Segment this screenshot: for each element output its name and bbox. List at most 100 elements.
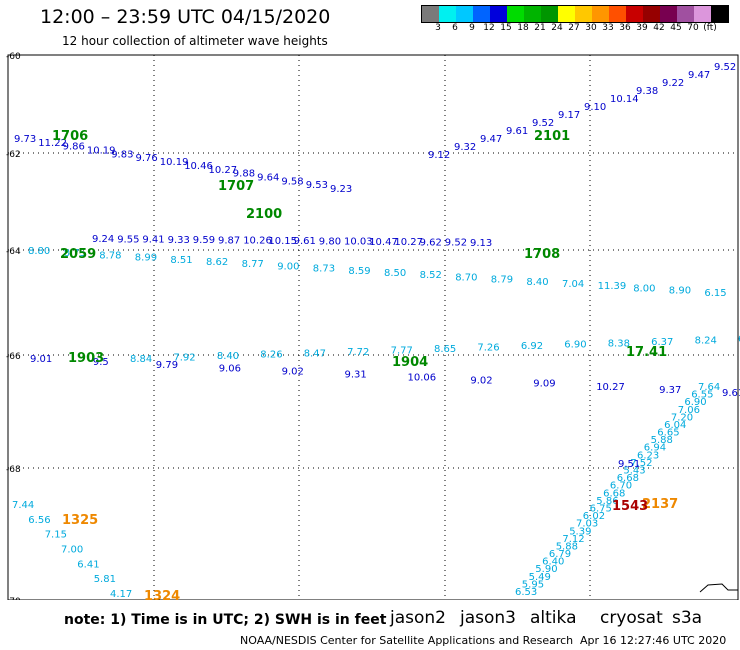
- color-swatch: [694, 6, 711, 22]
- wave-height-value: 9.59: [193, 235, 215, 246]
- wave-height-value: 9.33: [168, 235, 190, 246]
- color-scale-label: 15: [500, 23, 512, 33]
- wave-height-value: 10.47: [369, 237, 398, 248]
- wave-height-value: 9.02: [282, 366, 304, 377]
- wave-height-value: 9.02: [470, 376, 492, 387]
- coastline: [699, 583, 738, 593]
- wave-height-value: 9.88: [233, 169, 255, 180]
- wave-height-value: 6.41: [77, 559, 99, 570]
- color-scale-label: (ft): [703, 23, 717, 33]
- wave-height-value: 8.80: [28, 246, 50, 257]
- color-scale-bar: [421, 5, 729, 23]
- wave-height-value: 9.09: [533, 379, 555, 390]
- wave-height-value: 8.75: [64, 248, 86, 259]
- wave-height-value: 4.17: [110, 589, 132, 600]
- wave-height-value: 6.90: [564, 340, 586, 351]
- wave-height-value: 10.26: [243, 236, 272, 247]
- wave-height-value: 9.38: [636, 86, 658, 97]
- wave-height-value: 9.62: [420, 238, 442, 249]
- color-swatch: [456, 6, 473, 22]
- map-subtitle: 12 hour collection of altimeter wave hei…: [62, 34, 328, 48]
- wave-height-value: 7.15: [45, 530, 67, 541]
- lat-label: -66: [6, 352, 21, 362]
- wave-height-value: 9.22: [662, 78, 684, 89]
- wave-height-value: 7.77: [391, 345, 413, 356]
- color-swatch: [626, 6, 643, 22]
- wave-height-value: 9.80: [319, 236, 341, 247]
- wave-height-value: 9.13: [470, 238, 492, 249]
- wave-height-value: 8.78: [99, 250, 121, 261]
- color-scale-label: 3: [435, 23, 441, 33]
- wave-height-value: 6.55: [691, 390, 713, 401]
- color-scale-label: 39: [636, 23, 648, 33]
- color-scale-label: 21: [534, 23, 546, 33]
- legend-jason3: jason3: [460, 608, 516, 628]
- color-swatch: [660, 6, 677, 22]
- wave-height-value: 6.53: [515, 587, 537, 598]
- color-scale-label: 45: [670, 23, 682, 33]
- wave-height-value: 9.37: [659, 385, 681, 396]
- wave-height-value: 9.24: [92, 234, 114, 245]
- legend-altika: altika: [530, 608, 577, 628]
- wave-height-value: 9.41: [142, 235, 164, 246]
- wave-height-value: 5.86: [596, 496, 618, 507]
- wave-height-value: 9.47: [688, 70, 710, 81]
- lat-label: -68: [6, 465, 21, 475]
- wave-height-value: 8.84: [130, 354, 152, 365]
- color-scale-label: 30: [585, 23, 597, 33]
- wave-height-value: 9.53: [306, 180, 328, 191]
- footer-note: note: 1) Time is in UTC; 2) SWH is in fe…: [64, 612, 387, 628]
- wave-height-value: 6.23: [637, 450, 659, 461]
- wave-height-value: 6.04: [664, 420, 686, 431]
- wave-height-value: 9.06: [219, 363, 241, 374]
- credit-line: NOAA/NESDIS Center for Satellite Applica…: [240, 634, 574, 647]
- color-scale-label: 70: [687, 23, 699, 33]
- lat-label: -60: [6, 52, 21, 62]
- legend-cryosat: cryosat: [600, 608, 663, 628]
- wave-height-value: 6.15: [704, 288, 726, 299]
- pass-time-label: 2137: [642, 497, 678, 512]
- wave-height-value: 7.20: [671, 412, 693, 423]
- wave-height-value: 9.32: [454, 142, 476, 153]
- wave-height-value: 9.12: [428, 150, 450, 161]
- wave-height-value: 6.02: [583, 511, 605, 522]
- wave-height-value: 11.39: [598, 281, 627, 292]
- wave-height-value: 9.00: [277, 261, 299, 272]
- lat-label: -62: [6, 150, 21, 160]
- color-swatch: [643, 6, 660, 22]
- color-swatch: [524, 6, 541, 22]
- wave-height-value: 6.05: [738, 334, 740, 345]
- wave-height-value: 9.58: [281, 176, 303, 187]
- wave-height-value: 9.61: [294, 236, 316, 247]
- wave-height-value: 7.92: [173, 353, 195, 364]
- plot-frame: [7, 54, 739, 600]
- wave-height-value: 9.52: [532, 118, 554, 129]
- wave-height-value: 8.59: [348, 266, 370, 277]
- wave-height-value: 5.39: [569, 526, 591, 537]
- color-scale-labels: 3 6 9 12 15 18 21 24 27 30 33 36 39 42 45 70 (ft): [421, 23, 740, 35]
- color-swatch: [575, 6, 592, 22]
- wave-height-value: 10.46: [184, 161, 213, 172]
- color-swatch: [507, 6, 524, 22]
- color-swatch: [473, 6, 490, 22]
- pass-time-label: 2100: [246, 207, 282, 222]
- pass-time-label: 1904: [392, 355, 428, 370]
- wave-height-value: 9.47: [480, 134, 502, 145]
- wave-height-value: 11.22: [38, 138, 67, 149]
- wave-height-value: 7.00: [61, 545, 83, 556]
- wave-height-value: 5.95: [522, 579, 544, 590]
- wave-height-value: 6.75: [590, 504, 612, 515]
- wave-height-value: 7.06: [678, 405, 700, 416]
- color-scale-label: 9: [469, 23, 475, 33]
- color-swatch: [677, 6, 694, 22]
- wave-height-value: 6.65: [657, 428, 679, 439]
- pass-time-label: 2059: [60, 247, 96, 262]
- wave-height-value: 10.15: [268, 236, 297, 247]
- wave-height-value: 9.5: [93, 357, 109, 368]
- wave-height-value: 8.73: [313, 264, 335, 275]
- color-swatch: [558, 6, 575, 22]
- wave-height-value: 5.81: [94, 574, 116, 585]
- legend-jason2: jason2: [390, 608, 446, 628]
- wave-height-value: 5.90: [535, 564, 557, 575]
- color-scale-label: 42: [653, 23, 665, 33]
